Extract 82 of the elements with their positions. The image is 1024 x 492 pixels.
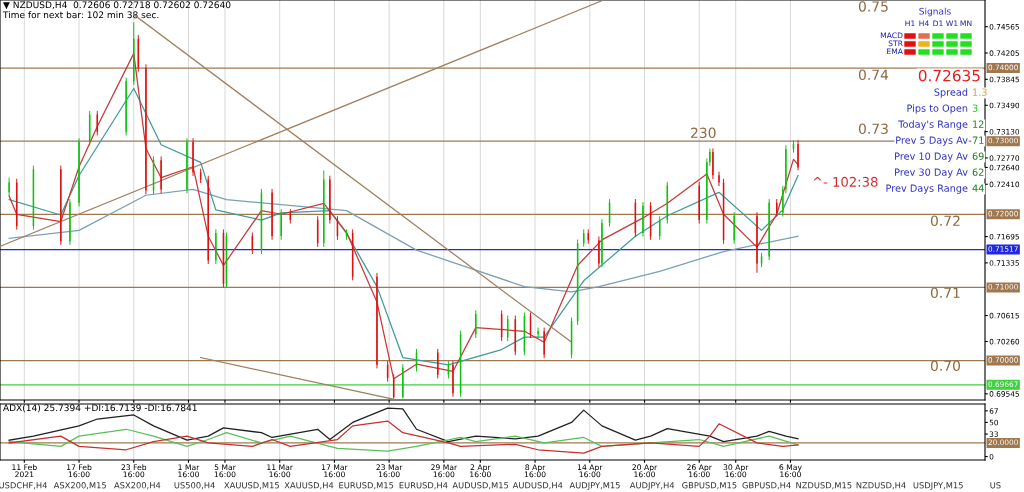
text: EURUSD,M15	[339, 482, 394, 490]
candlestick	[376, 272, 378, 369]
text: NZDUSD,M15	[796, 482, 852, 490]
candlestick	[280, 208, 282, 241]
candlestick	[69, 198, 71, 246]
annotation: 0.70	[930, 360, 960, 372]
text: ASX200,H4	[114, 482, 161, 490]
candlestick	[475, 309, 477, 339]
text: Time for next bar: 102 min 38 sec.	[2, 11, 159, 19]
text: ASX200,M15	[53, 482, 106, 490]
annotation: 44	[972, 184, 984, 192]
text: XAUUSD,M15	[224, 482, 279, 490]
text: USDJPY,M15	[913, 482, 963, 490]
candlestick	[186, 137, 188, 194]
candlestick	[733, 211, 735, 245]
annotation: 0.73	[858, 123, 888, 135]
text: AUDJPY,H4	[629, 482, 675, 490]
candlestick	[775, 198, 778, 217]
line-series	[8, 428, 799, 452]
annotation: 71	[972, 136, 984, 144]
annotation: ^- 102:38	[813, 176, 878, 187]
annotation: 0.72635	[918, 69, 980, 82]
chart-title: ADX(14) 25.7394 +DI:16.7139 -DI:16.7841	[3, 404, 197, 413]
text: AUDJPY,M15	[569, 482, 620, 490]
text: GBPUSD,M15	[682, 482, 737, 490]
annotation: Prev Days Range	[886, 184, 968, 194]
candlestick	[537, 327, 539, 339]
annotation: 0.72	[930, 215, 960, 227]
candlestick	[215, 228, 217, 265]
annotation: 3	[972, 104, 978, 112]
annotation: Signals	[919, 7, 951, 17]
annotation: 1.3	[973, 88, 987, 96]
candlestick	[192, 137, 194, 177]
candlestick	[145, 63, 147, 195]
text: GBPUSD,H4	[742, 482, 791, 490]
text: US	[990, 482, 1001, 489]
text: AUDUSD,M15	[452, 482, 509, 490]
candlestick	[160, 156, 162, 194]
text: XAUUSD,H4	[284, 482, 334, 490]
annotation: Pips to Open	[907, 104, 968, 114]
candlestick	[642, 201, 644, 238]
candlestick	[60, 165, 62, 246]
candlestick	[78, 137, 80, 207]
text: US500,H4	[174, 482, 215, 490]
candlestick	[329, 175, 331, 225]
annotation: 69	[972, 152, 984, 160]
candlestick	[797, 139, 799, 171]
text: USDCHF,H4	[0, 482, 47, 490]
candlestick	[125, 77, 127, 136]
candlestick	[598, 236, 600, 268]
line-series	[8, 420, 799, 454]
candlestick	[756, 211, 758, 274]
annotation: Prev 30 Day Av	[895, 168, 968, 178]
annotation: 0.74	[858, 69, 889, 81]
text: NZDUSD,H4	[856, 482, 906, 490]
candlestick	[543, 327, 545, 359]
candlestick	[768, 198, 770, 261]
annotation: Prev 5 Days Av	[896, 136, 968, 146]
candlestick	[207, 175, 210, 265]
candlestick	[452, 360, 454, 398]
text: EURUSD,H4	[399, 482, 448, 490]
candlestick	[271, 188, 273, 241]
candlestick	[402, 363, 404, 400]
candlestick	[8, 177, 10, 197]
annotation: 230	[691, 127, 716, 139]
annotation: 62	[972, 168, 984, 176]
annotation: 12	[973, 120, 984, 128]
candlestick	[437, 348, 439, 379]
candlestick	[133, 21, 135, 86]
annotation: 0.71	[930, 287, 960, 299]
chart-title: ▼ NZDUSD,H4 0.72606 0.72718 0.72602 0.72640	[2, 1, 231, 10]
candlestick	[718, 171, 720, 187]
annotation: 0.75	[858, 1, 888, 12]
annotation: Today's Range	[898, 120, 968, 130]
annotation: Prev 10 Day Av	[895, 152, 968, 162]
candlestick	[712, 147, 714, 180]
line-series	[8, 188, 799, 293]
candlestick	[601, 218, 603, 268]
annotation: Spread	[934, 88, 968, 98]
text: AUDUSD,H4	[512, 482, 563, 490]
candlestick	[698, 181, 700, 225]
candlestick	[323, 169, 325, 248]
